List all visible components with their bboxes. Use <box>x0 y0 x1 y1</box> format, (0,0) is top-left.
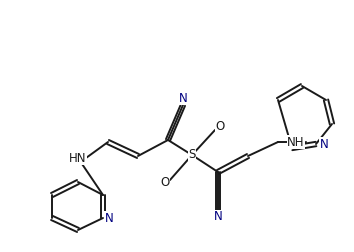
Text: N: N <box>105 211 113 225</box>
Text: NH: NH <box>287 136 305 148</box>
Text: S: S <box>188 148 196 162</box>
Text: N: N <box>320 138 329 150</box>
Text: O: O <box>160 176 170 190</box>
Text: HN: HN <box>69 151 87 165</box>
Text: N: N <box>213 210 222 224</box>
Text: O: O <box>215 120 225 134</box>
Text: N: N <box>179 91 187 105</box>
